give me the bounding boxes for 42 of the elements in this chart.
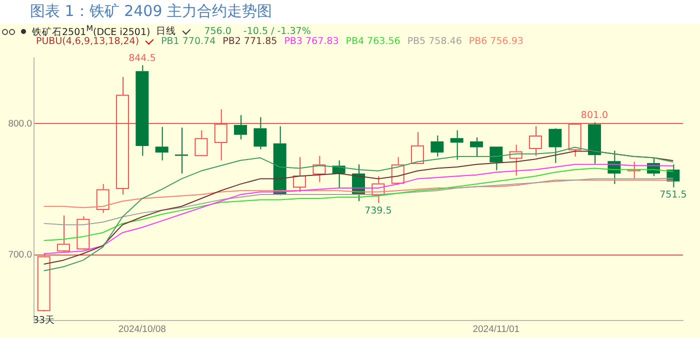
text: PUBU(4,6,9,13,18,24)	[36, 36, 140, 47]
candlestick	[273, 126, 286, 195]
candlestick	[254, 116, 267, 150]
annotation: 801.0	[580, 110, 608, 122]
text: 756.0	[204, 26, 232, 38]
candlestick	[175, 127, 188, 174]
text: PB4 763.56	[346, 36, 400, 47]
candlestick	[411, 132, 424, 164]
text: PB2 771.85	[222, 36, 278, 47]
candlestick	[450, 130, 464, 160]
text: PB5 758.46	[407, 36, 462, 47]
annotation: 739.5	[364, 205, 392, 216]
candlestick	[96, 184, 110, 214]
y-tick-label: 700.0	[8, 250, 32, 261]
candlestick	[588, 122, 601, 164]
chart-title: 图表 1：铁矿 2409 主力合约走势图	[30, 2, 272, 21]
candlestick	[470, 136, 483, 158]
candlestick	[234, 114, 247, 140]
candlestick	[372, 176, 385, 204]
candlestick	[509, 144, 522, 176]
candlestick	[312, 155, 326, 183]
candlestick	[529, 126, 542, 156]
annotation: 844.5	[128, 52, 156, 64]
candlestick	[627, 161, 640, 180]
annotation: 33天	[33, 314, 56, 327]
text: -10.5 / -1.37%	[243, 26, 311, 38]
text: PB1 770.74	[161, 36, 216, 47]
text: PB6 756.93	[468, 36, 524, 47]
candlestick	[548, 128, 562, 164]
text: 日线	[156, 25, 176, 38]
candlestick	[155, 126, 168, 161]
x-tick-label: 2024/10/08	[118, 324, 166, 335]
candlestick	[194, 130, 208, 156]
candlestick	[391, 156, 404, 186]
candlestick	[57, 215, 70, 253]
candlestick	[136, 64, 149, 156]
candlestick	[430, 134, 444, 157]
candlestick	[293, 156, 306, 192]
y-tick-label: 800.0	[8, 118, 32, 130]
text: PB3 767.83	[284, 36, 339, 47]
annotation: 751.5	[660, 190, 687, 201]
x-tick-label: 2024/11/01	[472, 324, 520, 335]
